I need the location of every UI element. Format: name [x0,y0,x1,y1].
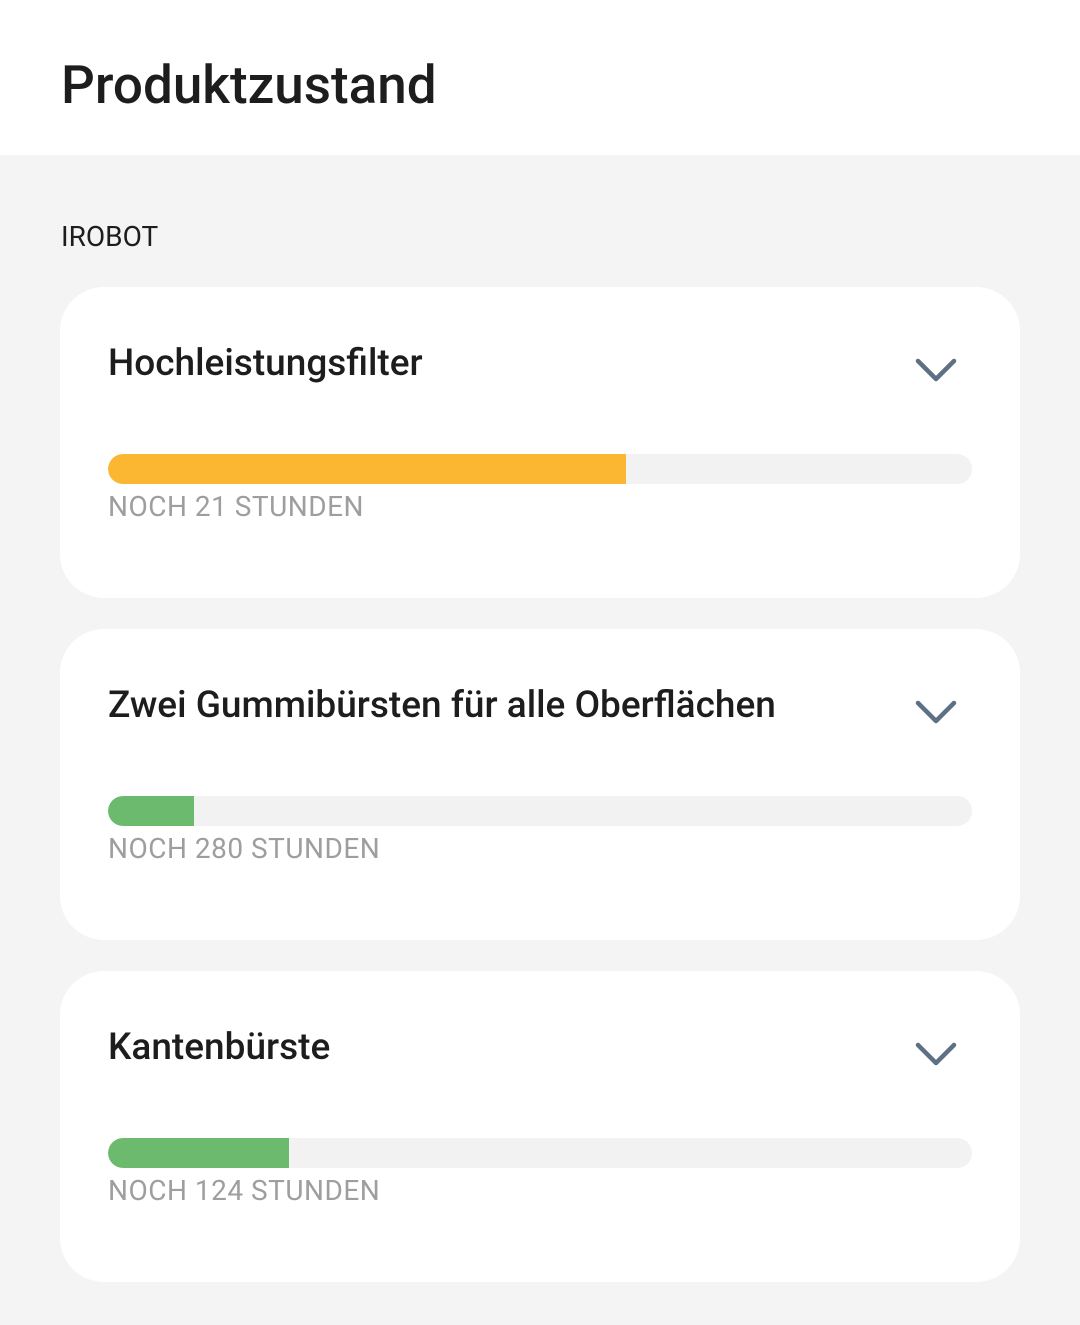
progress-track [108,796,972,826]
chevron-icon [915,1042,957,1066]
item-status: NOCH 280 STUNDEN [108,832,381,865]
chevron-icon [915,358,957,382]
progress-fill [108,454,627,484]
chevron-icon [915,700,957,724]
item-name: Zwei Gummibürsten für alle Oberflächen [108,684,776,727]
page-title: Produktzustand [61,54,437,116]
header: Produktzustand [0,0,1080,155]
item-status: NOCH 21 STUNDEN [108,490,365,523]
progress-fill [108,796,195,826]
section-label: IROBOT [61,220,159,253]
item-status: NOCH 124 STUNDEN [108,1174,381,1207]
item-name: Hochleistungsfilter [108,342,423,385]
item-card[interactable]: Kantenbürste NOCH 124 STUNDEN [60,971,1020,1282]
progress-fill [108,1138,290,1168]
progress-track [108,454,972,484]
item-name: Kantenbürste [108,1026,331,1069]
progress-track [108,1138,972,1168]
item-card[interactable]: Hochleistungsfilter NOCH 21 STUNDEN [60,287,1020,598]
item-card[interactable]: Zwei Gummibürsten für alle Oberflächen NO… [60,629,1020,940]
